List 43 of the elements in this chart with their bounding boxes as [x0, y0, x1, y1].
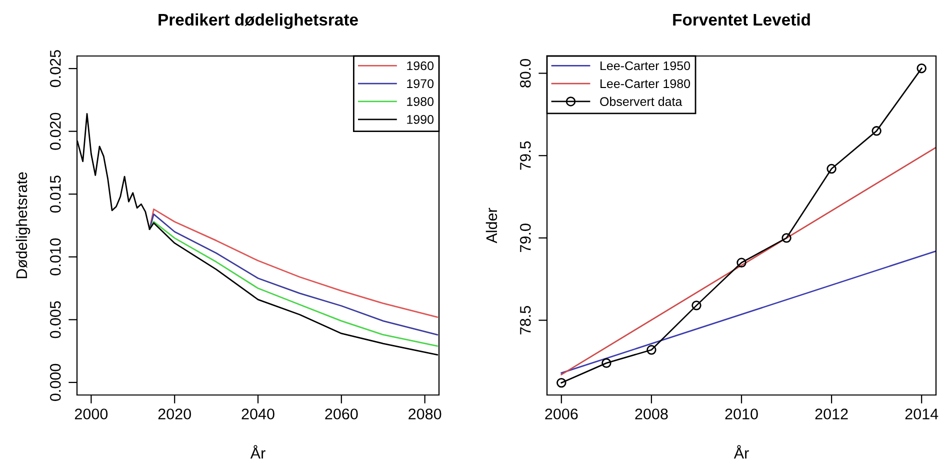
point [916, 63, 926, 74]
legend-label: Observert data [600, 96, 682, 106]
y-axis-title: Alder [486, 208, 498, 244]
y-tick-label: 80.0 [520, 59, 531, 88]
x-tick-label: 2010 [725, 408, 758, 420]
point [692, 300, 702, 310]
x-tick-label: 2008 [635, 408, 668, 420]
legend-label: Lee-Carter 1980 [600, 79, 690, 88]
point [736, 258, 746, 268]
y-tick-label: 0.025 [50, 50, 61, 88]
y-axis-title: Dødelighetsrate [16, 172, 30, 278]
point [646, 345, 656, 355]
y-tick-label: 0.015 [50, 176, 61, 213]
y-tick-label: 78.5 [520, 306, 531, 334]
x-tick-label: 2080 [408, 408, 442, 420]
legend-label: Lee-Carter 1950 [600, 61, 690, 70]
point [782, 233, 792, 243]
legend-label: 1980 [407, 97, 434, 106]
point [602, 358, 612, 368]
x-tick-label: 2060 [325, 408, 358, 420]
y-tick-label: 0.020 [50, 112, 61, 150]
chart-title: Forventet Levetid [673, 13, 810, 26]
y-tick-label: 0.010 [50, 238, 61, 276]
chart-title: Predikert dødelighetsrate [158, 13, 358, 29]
legend-label: 1990 [407, 115, 434, 124]
y-tick-label: 79.5 [520, 141, 531, 170]
x-axis-title: År [250, 445, 266, 459]
x-tick-label: 2014 [905, 408, 938, 420]
y-tick-label: 79.0 [520, 224, 531, 252]
y-tick-label: 0.000 [50, 364, 61, 401]
point [872, 126, 882, 136]
x-tick-label: 2006 [545, 408, 578, 420]
x-tick-label: 2000 [74, 408, 108, 420]
legend-label: 1960 [407, 61, 434, 70]
point [556, 378, 566, 388]
point [826, 164, 836, 174]
x-tick-label: 2020 [158, 408, 191, 420]
x-tick-label: 2040 [242, 408, 274, 420]
y-tick-label: 0.005 [50, 301, 61, 338]
x-tick-label: 2012 [815, 408, 848, 420]
legend-label: 1970 [407, 79, 434, 88]
x-axis-title: År [734, 445, 749, 459]
line-series [148, 208, 438, 318]
